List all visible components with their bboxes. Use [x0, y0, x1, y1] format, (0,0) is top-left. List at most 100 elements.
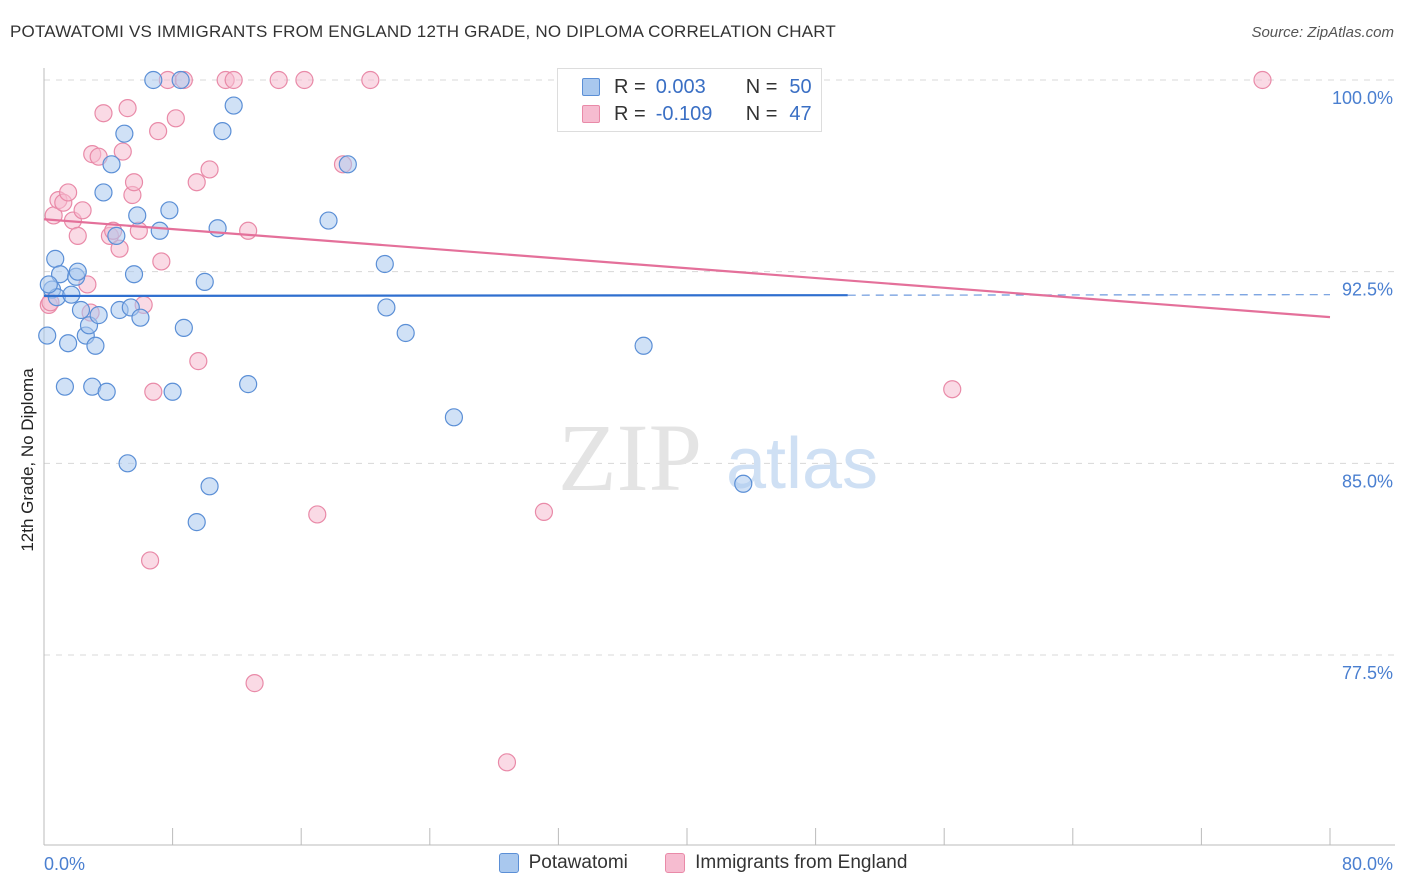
- y-tick-label: 92.5%: [1342, 280, 1393, 300]
- gridlines: [44, 79, 1395, 656]
- stats-swatch-pink: [582, 105, 600, 123]
- legend-swatch-pink: [665, 853, 686, 873]
- data-point: [129, 221, 148, 240]
- series-potawatomi: [38, 70, 753, 532]
- data-point: [55, 377, 74, 396]
- stats-r-label: R =: [614, 75, 646, 98]
- stats-n-label: N =: [745, 102, 778, 125]
- legend-item-potawatomi: Potawatomi: [498, 852, 628, 874]
- data-point: [269, 70, 288, 90]
- stats-row-potawatomi: R = 0.003 N = 50: [582, 74, 812, 100]
- data-point: [534, 502, 554, 521]
- data-point: [102, 155, 121, 174]
- data-point: [113, 142, 132, 161]
- data-point: [115, 124, 134, 143]
- stats-r-label: R =: [614, 102, 646, 125]
- data-point: [128, 206, 147, 225]
- data-point: [195, 272, 214, 291]
- legend: Potawatomi Immigrants from England: [0, 852, 1406, 879]
- stats-box: R = 0.003 N = 50 R = -0.109 N = 47: [557, 68, 822, 132]
- data-point: [46, 249, 65, 268]
- data-point: [239, 375, 258, 394]
- data-point: [187, 513, 206, 532]
- data-point: [634, 336, 653, 355]
- data-point: [338, 155, 357, 174]
- data-point: [361, 70, 380, 90]
- data-point: [38, 326, 57, 345]
- data-point: [118, 99, 137, 118]
- chart-title: POTAWATOMI VS IMMIGRANTS FROM ENGLAND 12…: [10, 22, 837, 41]
- data-point: [224, 70, 243, 90]
- data-point: [444, 408, 464, 427]
- x-tick-label-min: 0.0%: [44, 854, 85, 874]
- stats-r-value: -0.109: [655, 102, 713, 125]
- legend-label-potawatomi: Potawatomi: [528, 852, 628, 873]
- legend-swatch-blue: [498, 853, 519, 873]
- stats-n-label: N =: [745, 75, 778, 98]
- watermark: ZIP atlas: [558, 404, 878, 511]
- data-point: [62, 285, 81, 304]
- stats-swatch-blue: [582, 78, 600, 96]
- data-point: [89, 306, 108, 325]
- y-tick-label: 100.0%: [1332, 88, 1393, 108]
- stats-r-value: 0.003: [655, 75, 706, 98]
- data-point: [124, 265, 144, 284]
- data-point: [224, 96, 243, 115]
- data-point: [149, 122, 168, 141]
- data-point: [200, 160, 219, 179]
- trend-lines: [43, 218, 1331, 319]
- data-point: [213, 122, 232, 141]
- data-point: [59, 183, 78, 202]
- watermark-zip: ZIP: [558, 404, 702, 511]
- data-point: [140, 551, 160, 570]
- data-point: [239, 221, 258, 240]
- y-tick-label: 85.0%: [1342, 471, 1393, 491]
- data-point: [124, 173, 144, 192]
- data-point: [94, 104, 113, 123]
- stats-n-value: 47: [789, 102, 812, 125]
- data-point: [295, 70, 314, 90]
- data-point: [189, 352, 208, 371]
- data-point: [166, 109, 185, 128]
- x-tick-label-max: 80.0%: [1342, 854, 1393, 874]
- trend-line-potawatomi-extension: [847, 294, 1331, 296]
- data-point: [171, 70, 190, 90]
- data-point: [187, 173, 206, 192]
- tick-labels: 100.0% 92.5% 85.0% 77.5% 0.0% 80.0%: [44, 88, 1393, 874]
- data-point: [734, 474, 753, 493]
- data-point: [94, 183, 113, 202]
- data-point: [200, 477, 219, 496]
- trend-line-england: [43, 218, 1331, 319]
- data-point: [174, 318, 193, 337]
- data-point: [68, 262, 87, 281]
- watermark-atlas: atlas: [726, 424, 878, 504]
- axes: [43, 68, 1395, 846]
- data-point: [497, 753, 517, 772]
- data-point: [208, 219, 227, 238]
- data-point: [97, 382, 116, 401]
- legend-label-england: Immigrants from England: [695, 852, 908, 873]
- data-point: [245, 674, 264, 693]
- source-credit: Source: ZipAtlas.com: [1251, 24, 1394, 41]
- data-point: [131, 308, 150, 327]
- data-point: [144, 70, 163, 90]
- data-point: [319, 211, 338, 230]
- data-point: [107, 226, 126, 245]
- stats-n-value: 50: [789, 75, 812, 98]
- data-point: [73, 201, 92, 220]
- data-point: [118, 454, 137, 473]
- data-point: [150, 221, 169, 240]
- trend-line-potawatomi: [43, 294, 848, 298]
- data-point: [375, 254, 394, 274]
- stats-row-england: R = -0.109 N = 47: [582, 101, 812, 127]
- data-point: [377, 298, 396, 317]
- data-point: [163, 382, 182, 401]
- data-point: [160, 201, 179, 220]
- legend-item-england: Immigrants from England: [665, 852, 907, 874]
- data-point: [86, 336, 105, 355]
- data-point: [152, 252, 171, 271]
- data-point: [68, 226, 87, 245]
- data-point: [39, 275, 58, 294]
- data-point: [1253, 70, 1272, 90]
